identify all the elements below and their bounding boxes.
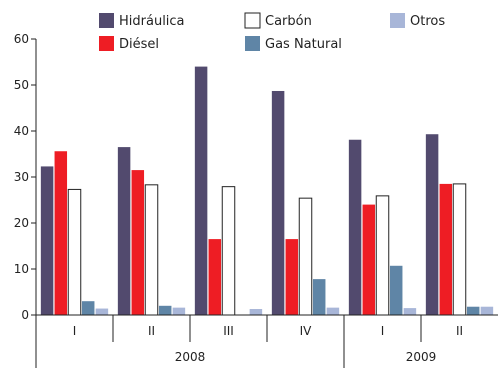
bar-gas-natural-5: [389, 265, 403, 315]
bar-diesel-6: [439, 183, 453, 315]
bar-carbon-4: [298, 197, 313, 316]
bar-gas-natural-1: [81, 301, 95, 315]
bar-diesel-4: [285, 239, 299, 315]
x-tick-label: IV: [300, 324, 313, 338]
bar-carbon-1: [67, 188, 82, 316]
bar-hidraulica-5: [348, 139, 362, 315]
legend-swatch-otros: [390, 13, 405, 28]
year-label: 2008: [175, 350, 206, 364]
bar-carbon-5: [375, 195, 390, 316]
legend-swatch-gas-natural: [245, 36, 260, 51]
y-tick-label: 40: [14, 124, 29, 138]
y-tick-label: 50: [14, 78, 29, 92]
x-tick-label: II: [456, 324, 463, 338]
x-tick-label: III: [223, 324, 234, 338]
chart-legend: Hidráulica Diésel Carbón Gas Natural Otros: [99, 12, 445, 52]
year-label: 2009: [406, 350, 437, 364]
x-tick-label: I: [381, 324, 385, 338]
bar-otros-3: [249, 309, 263, 315]
y-tick-label: 0: [21, 308, 29, 322]
bar-otros-5: [403, 308, 417, 315]
legend-swatch-carbon: [244, 12, 261, 29]
bar-otros-1: [95, 308, 109, 315]
bar-gas-natural-4: [312, 279, 326, 315]
bar-otros-2: [172, 307, 186, 315]
bar-hidraulica-4: [271, 90, 285, 315]
y-tick-label: 60: [14, 32, 29, 46]
bar-carbon-3: [221, 186, 236, 316]
y-tick-label: 30: [14, 170, 29, 184]
bar-carbon-6: [452, 183, 467, 316]
legend-swatch-diesel: [99, 36, 114, 51]
bars: [40, 66, 494, 316]
bar-otros-4: [326, 307, 340, 315]
legend-swatch-hidraulica: [99, 13, 114, 28]
y-tick-label: 20: [14, 216, 29, 230]
bar-gas-natural-6: [466, 306, 480, 315]
bar-diesel-3: [208, 239, 222, 315]
bar-hidraulica-3: [194, 66, 208, 315]
x-tick-label: II: [148, 324, 155, 338]
legend-label-carbon: Carbón: [265, 14, 312, 29]
bar-hidraulica-2: [117, 147, 131, 315]
bar-carbon-2: [144, 184, 159, 316]
legend-label-hidraulica: Hidráulica: [119, 14, 185, 29]
bar-diesel-1: [54, 151, 68, 315]
y-tick-label: 10: [14, 262, 29, 276]
bar-diesel-5: [362, 204, 376, 315]
bar-diesel-2: [131, 170, 145, 315]
y-axis: 0 10 20 30 40 50 60: [14, 32, 37, 322]
bar-gas-natural-2: [158, 305, 172, 315]
legend-label-gas-natural: Gas Natural: [265, 37, 342, 52]
bar-hidraulica-1: [40, 166, 54, 315]
legend-label-otros: Otros: [410, 14, 445, 29]
legend-label-diesel: Diésel: [119, 37, 159, 52]
bar-otros-6: [480, 306, 494, 315]
bar-hidraulica-6: [425, 134, 439, 315]
x-tick-label: I: [73, 324, 77, 338]
